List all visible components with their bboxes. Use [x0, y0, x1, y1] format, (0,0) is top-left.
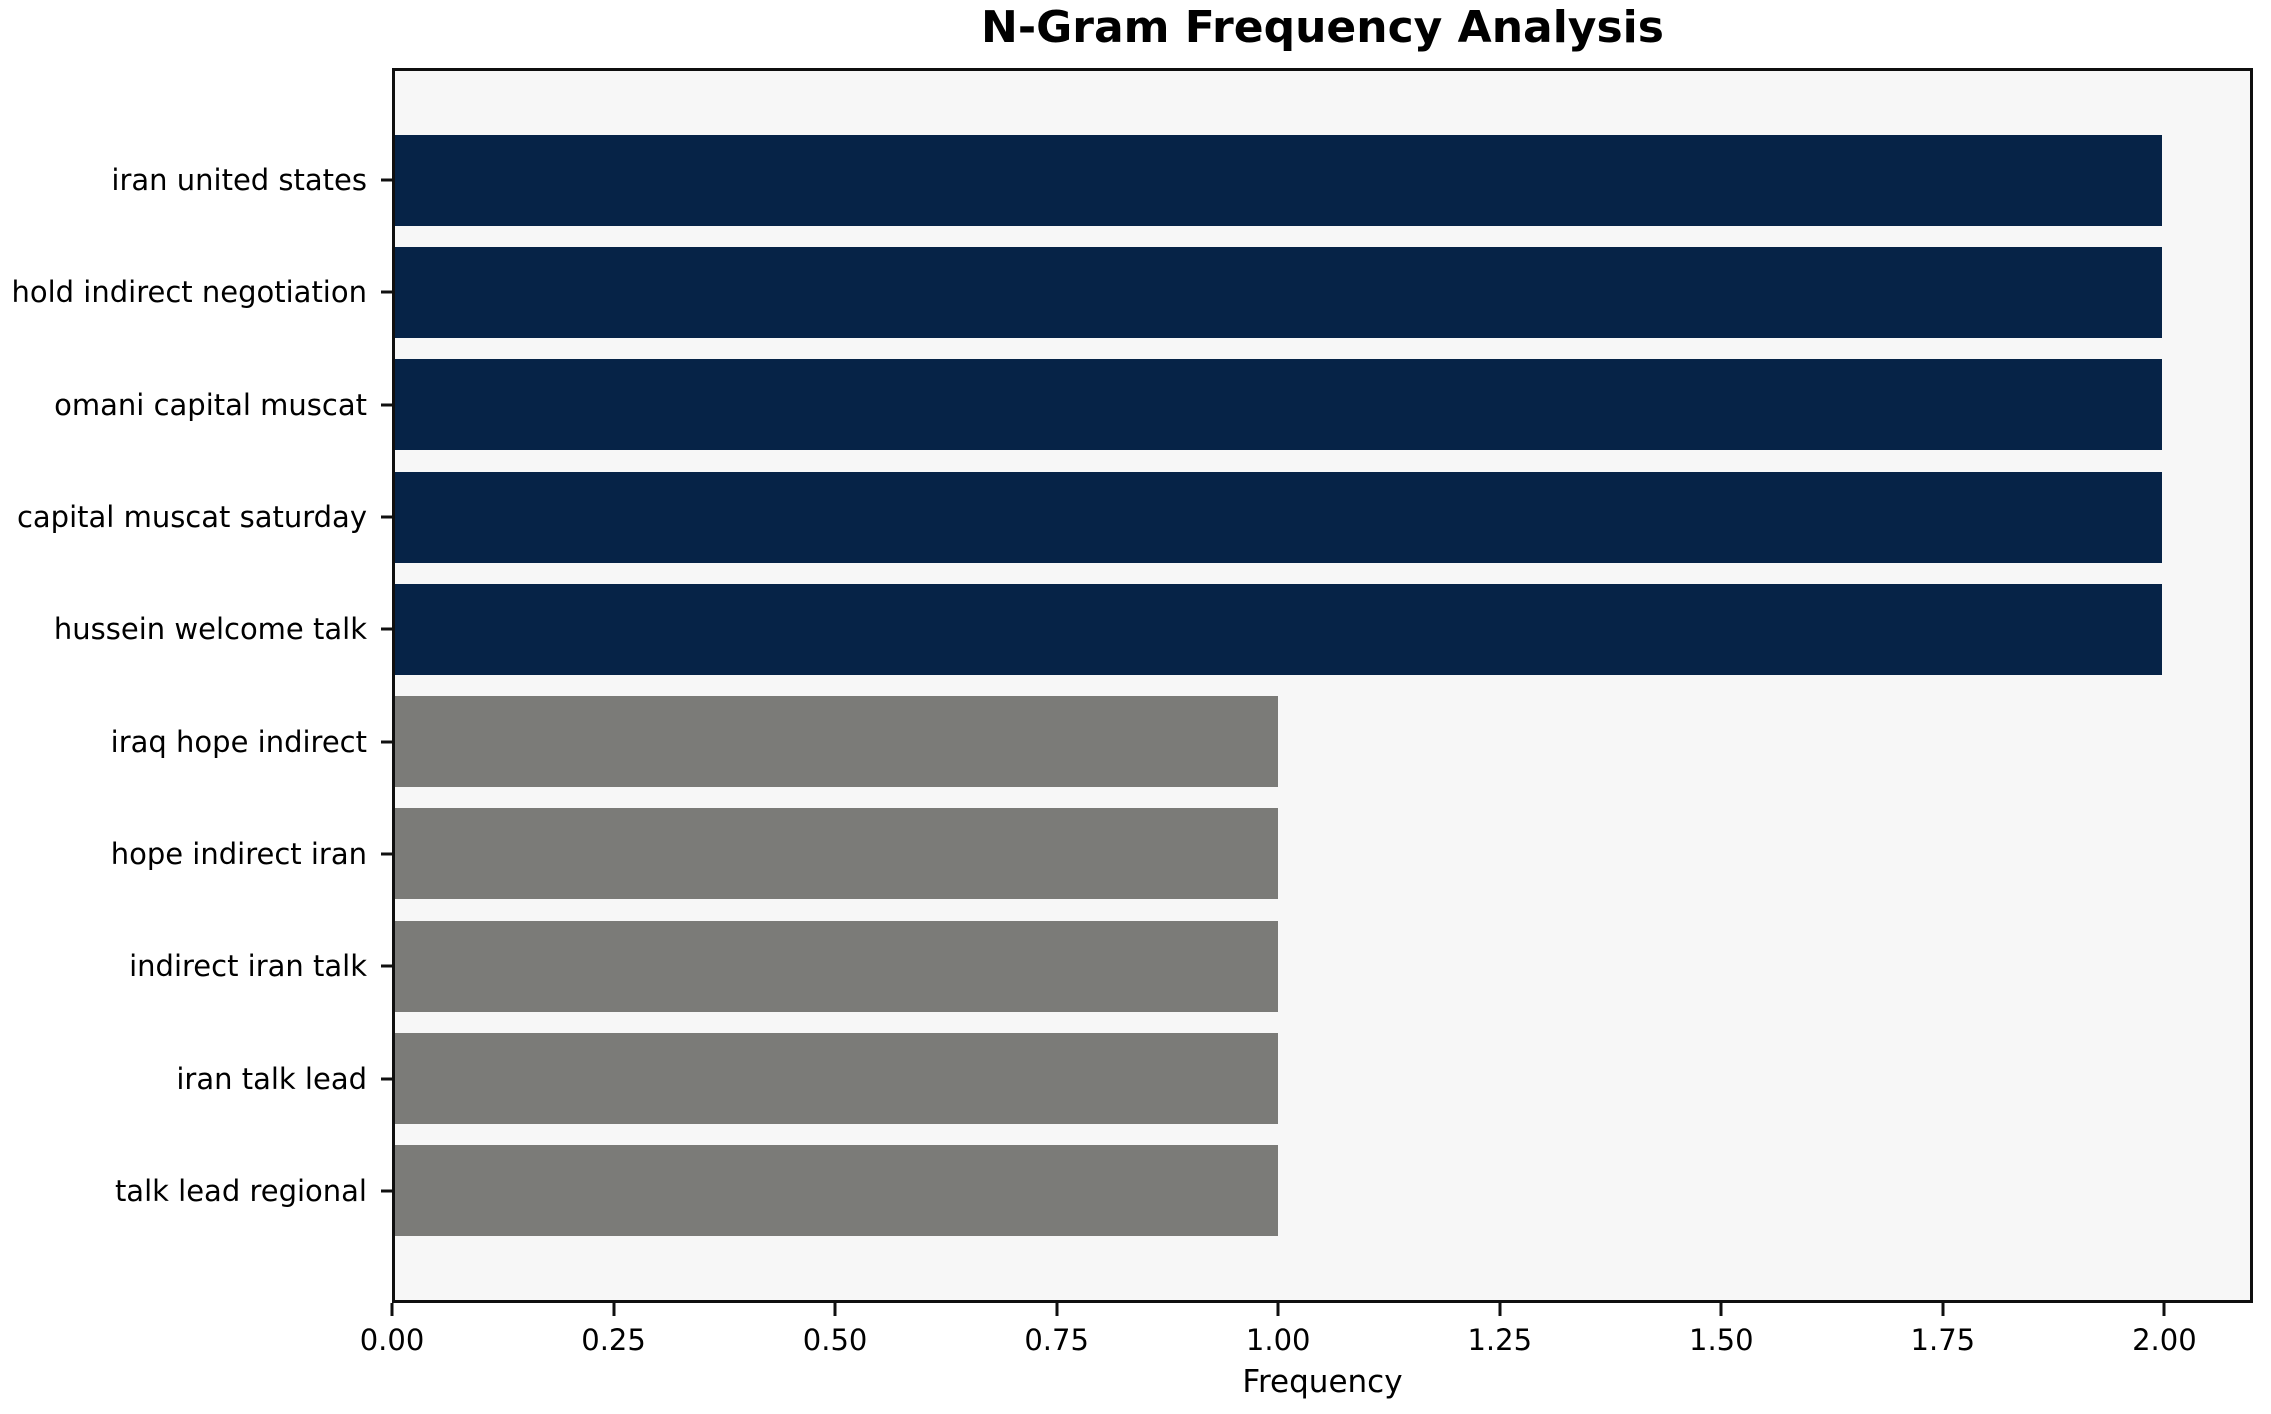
- x-tick-label: 1.75: [1910, 1323, 1976, 1357]
- bar: [395, 583, 2162, 675]
- y-tick-label: talk lead regional: [114, 1173, 367, 1208]
- y-tick-mark: [381, 290, 392, 294]
- y-tick-mark: [381, 627, 392, 631]
- bar: [395, 246, 2162, 338]
- bar-row: hope indirect iran: [111, 798, 2250, 910]
- plot-area: iran united states hold indirect negotiat…: [12, 68, 2253, 1303]
- y-tick-label: indirect iran talk: [129, 949, 367, 984]
- y-tick-label: hope indirect iran: [110, 836, 367, 871]
- y-tick-label: iran united states: [111, 163, 367, 198]
- x-tick-mark: [1719, 1303, 1723, 1316]
- y-tick-mark: [381, 1077, 392, 1081]
- bar: [395, 808, 1279, 900]
- chart-title: N-Gram Frequency Analysis: [981, 2, 1664, 53]
- y-tick-mark: [381, 1189, 392, 1193]
- y-tick-mark: [381, 852, 392, 856]
- bar-row: iran talk lead: [176, 1022, 2250, 1134]
- y-tick-label: capital muscat saturday: [16, 500, 367, 535]
- bar-row: capital muscat saturday: [17, 461, 2250, 573]
- bar: [395, 1145, 1279, 1237]
- y-tick-label: iran talk lead: [176, 1061, 367, 1096]
- x-tick-mark: [612, 1303, 616, 1316]
- y-tick-mark: [381, 178, 392, 182]
- y-tick-label: iraq hope indirect: [110, 724, 367, 759]
- x-axis-label: Frequency: [1242, 1364, 1403, 1400]
- x-axis: 0.00 0.25 0.50 0.75 1.00 1.25 1.50 1.75 2.00: [360, 1303, 2253, 1373]
- bar-row: hussein welcome talk: [54, 573, 2250, 685]
- x-tick-mark: [390, 1303, 394, 1316]
- bar: [395, 696, 1279, 788]
- x-tick-label: 1.00: [1245, 1323, 1311, 1357]
- y-tick-label: omani capital muscat: [54, 387, 367, 422]
- x-tick-label: 0.75: [1024, 1323, 1089, 1357]
- x-tick-label: 0.50: [802, 1323, 868, 1357]
- x-tick-mark: [2162, 1303, 2166, 1316]
- bar-row: iraq hope indirect: [111, 685, 2250, 797]
- x-tick-mark: [1941, 1303, 1945, 1316]
- bar: [395, 471, 2162, 563]
- y-tick-label: hold indirect negotiation: [11, 275, 368, 310]
- y-tick-mark: [381, 515, 392, 519]
- bar-row: talk lead regional: [115, 1135, 2250, 1247]
- bar: [395, 359, 2162, 451]
- x-tick-label: 0.00: [359, 1323, 425, 1357]
- x-tick-label: 1.50: [1688, 1323, 1754, 1357]
- bar-row: hold indirect negotiation: [12, 236, 2250, 348]
- bar-row: indirect iran talk: [129, 910, 2250, 1022]
- x-tick-label: 0.25: [581, 1323, 646, 1357]
- bar: [395, 134, 2162, 226]
- x-tick-mark: [1055, 1303, 1059, 1316]
- x-tick-mark: [833, 1303, 837, 1316]
- y-tick-label: hussein welcome talk: [53, 612, 367, 647]
- y-tick-mark: [381, 403, 392, 407]
- bar-row: iran united states: [111, 124, 2250, 236]
- y-tick-mark: [381, 740, 392, 744]
- x-tick-label: 1.25: [1467, 1323, 1533, 1357]
- bar-row: omani capital muscat: [54, 349, 2250, 461]
- x-tick-mark: [1498, 1303, 1502, 1316]
- bar: [395, 920, 1279, 1012]
- x-tick-mark: [1276, 1303, 1280, 1316]
- y-tick-mark: [381, 964, 392, 968]
- x-tick-label: 2.00: [2132, 1323, 2197, 1357]
- bar: [395, 1033, 1279, 1125]
